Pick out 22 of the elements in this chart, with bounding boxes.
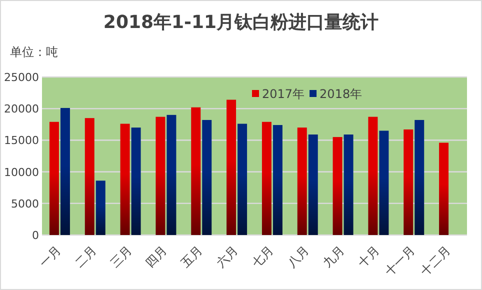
x-tick-label: 二月	[72, 243, 100, 270]
y-tick-label: 25000	[4, 71, 39, 84]
legend-label: 2017年	[262, 87, 305, 101]
x-tick-label: 七月	[249, 243, 276, 270]
y-tick-label: 10000	[4, 166, 39, 179]
x-tick-label: 九月	[320, 243, 347, 270]
x-tick-label: 十二月	[418, 243, 454, 279]
x-tick-label: 六月	[214, 243, 241, 270]
x-tick-label: 三月	[108, 243, 134, 270]
y-tick-label: 15000	[4, 134, 39, 148]
y-tick-label: 5000	[11, 197, 39, 210]
x-tick-label: 八月	[284, 243, 312, 270]
x-tick-label: 十月	[355, 243, 382, 270]
x-tick-label: 十一月	[382, 243, 418, 279]
x-tick-label: 一月	[36, 243, 64, 270]
chart-title: 2018年1-11月钛白粉进口量统计	[103, 12, 379, 33]
y-tick-label: 0	[32, 229, 39, 242]
legend-label: 2018年	[320, 87, 362, 101]
y-axis-title: 单位：吨	[10, 45, 58, 59]
x-tick-label: 五月	[178, 243, 206, 270]
y-tick-label: 20000	[4, 102, 39, 116]
x-tick-label: 四月	[142, 243, 170, 270]
